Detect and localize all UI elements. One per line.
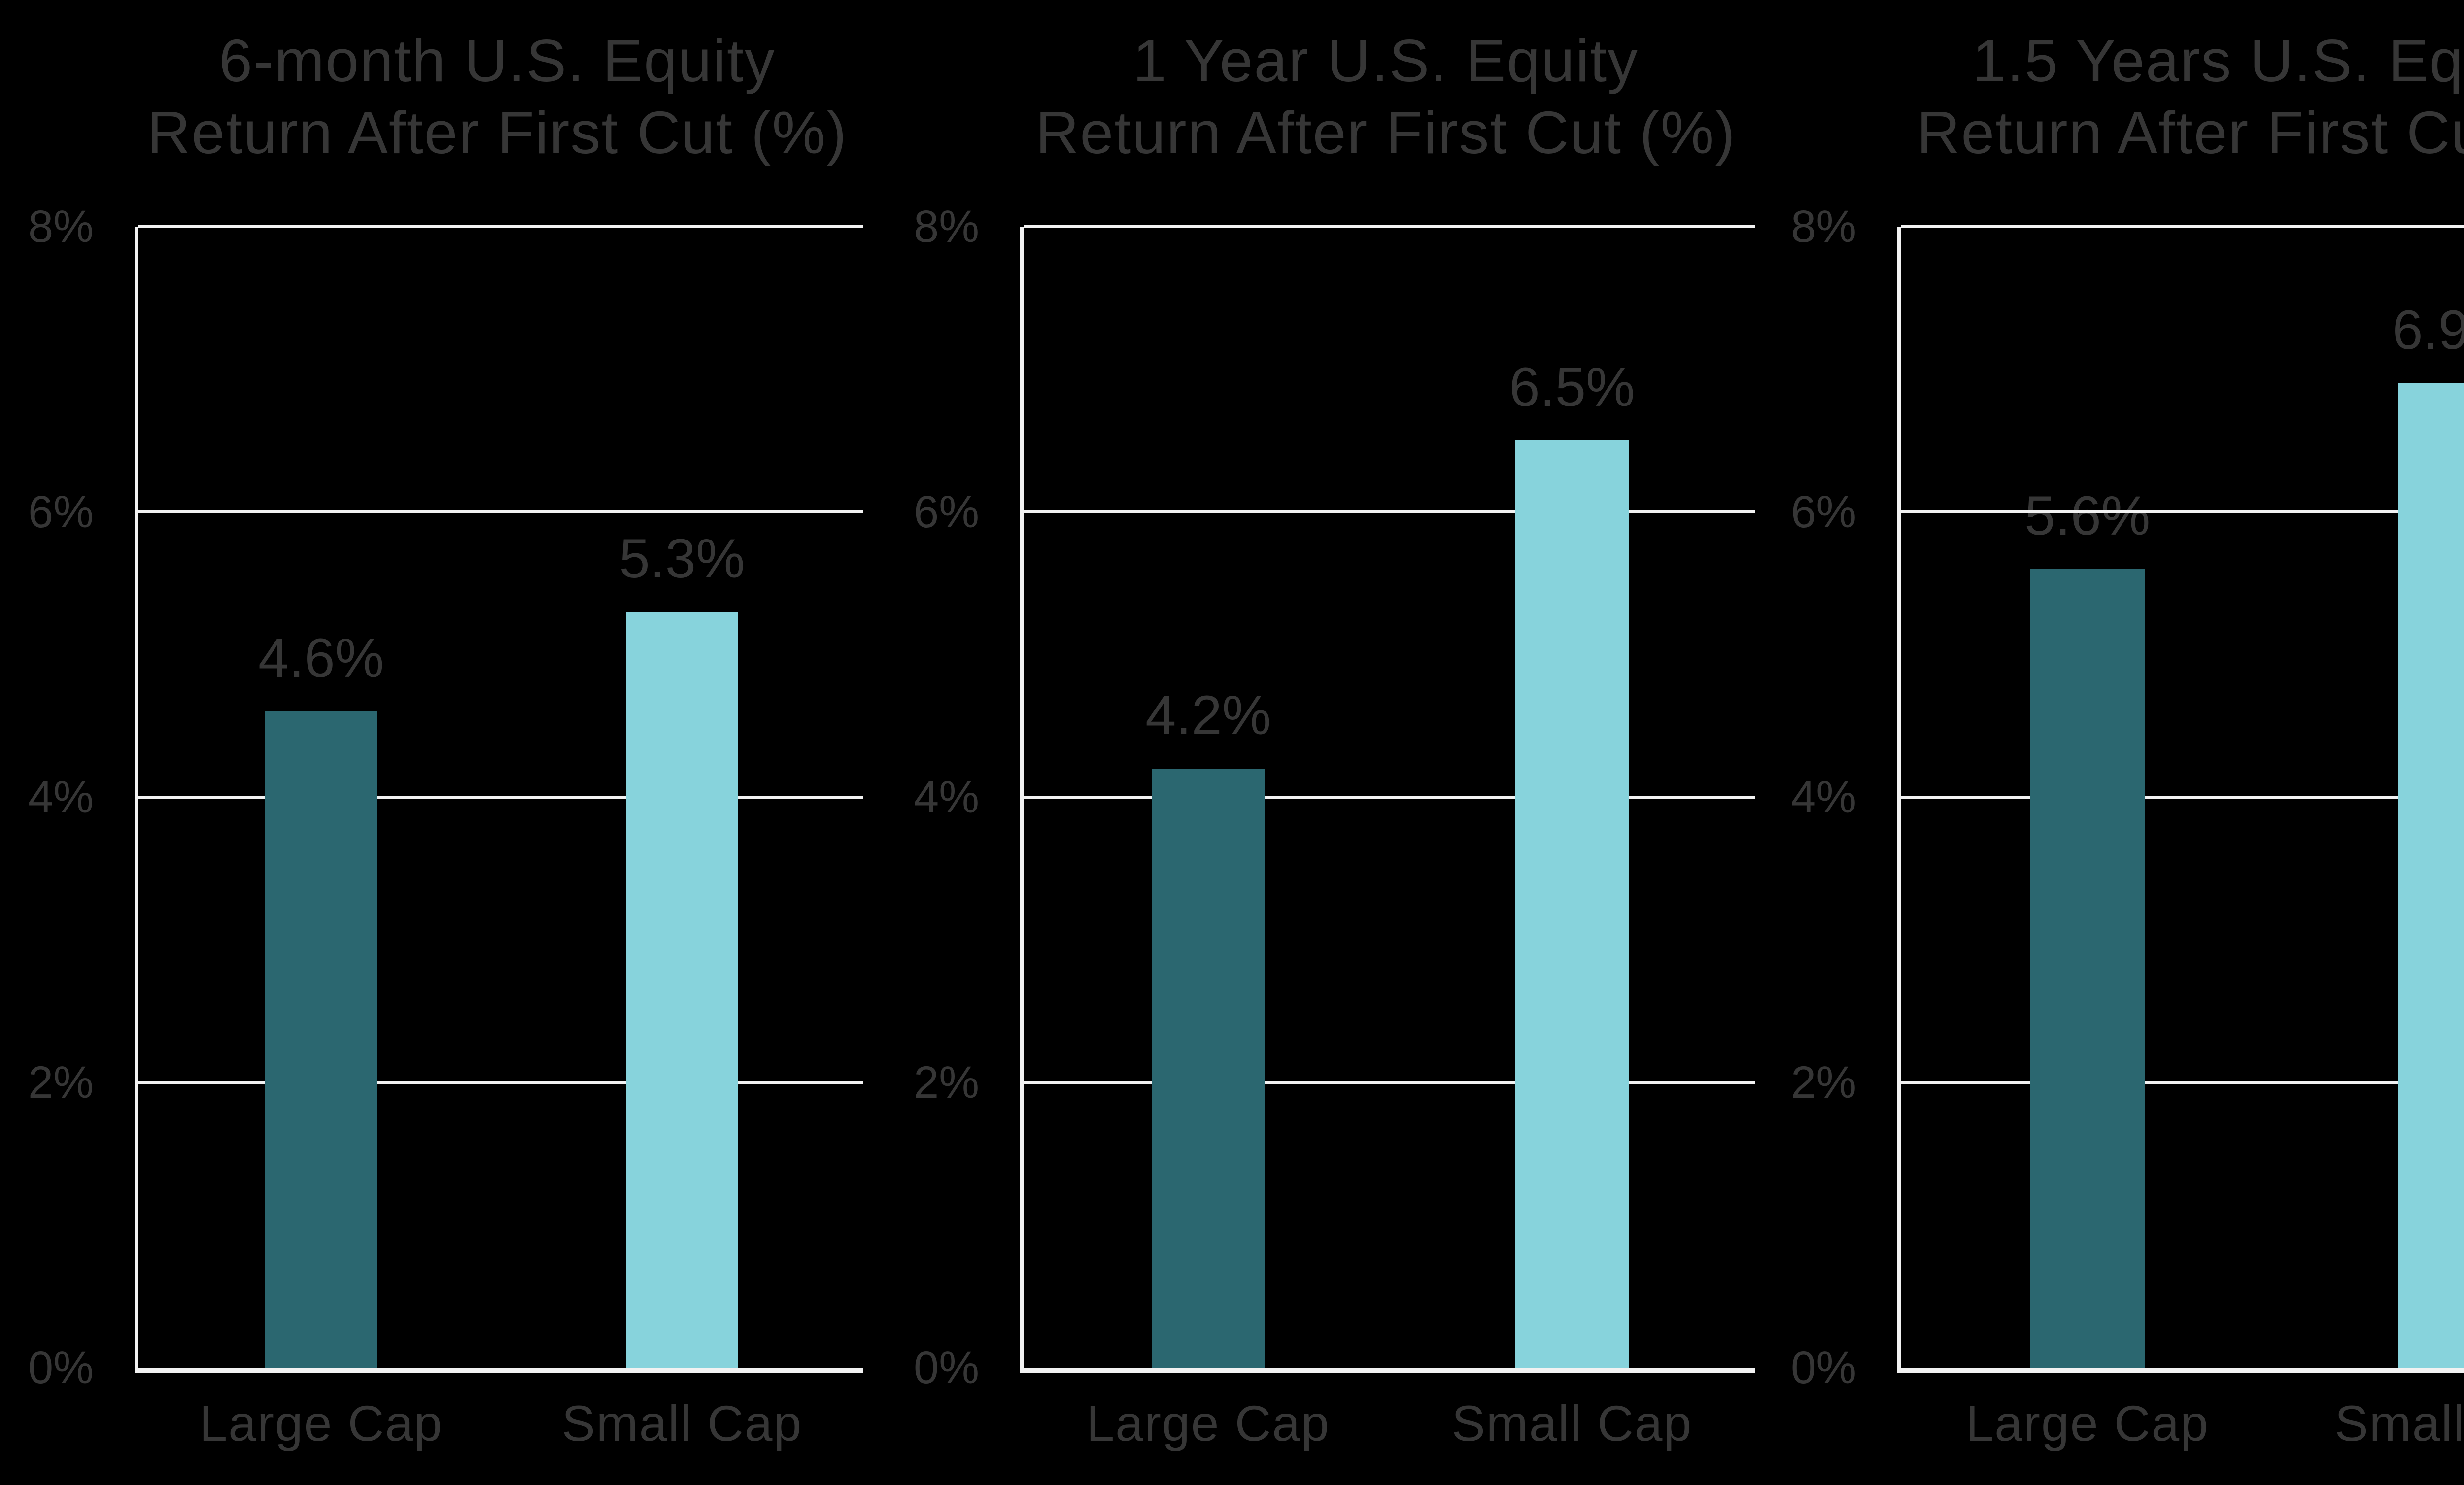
y-tick-label: 6%	[28, 487, 94, 537]
bar-small-cap	[625, 611, 739, 1368]
plot-area: 8% 6% 4% 2% 0% 5.6% Large Cap 6.9% Small Cap	[1791, 203, 2464, 1450]
gridline	[1024, 796, 1755, 799]
gridline	[1901, 1081, 2464, 1084]
value-label-small-cap: 6.9%	[2392, 299, 2464, 361]
bar-large-cap	[1151, 769, 1265, 1368]
chart-title-line-1: 6-month U.S. Equity	[219, 27, 776, 94]
chart-title-line-1: 1.5 Years U.S. Equity	[1972, 27, 2464, 94]
y-tick-label: 2%	[914, 1057, 979, 1108]
plot-area: 8% 6% 4% 2% 0% 4.2% Large Cap 6.5% Small Cap	[914, 203, 1755, 1450]
x-category-label-small-cap: Small Cap	[1451, 1395, 1693, 1451]
x-category-label-small-cap: Small Cap	[2334, 1395, 2464, 1451]
chart-title: 1 Year U.S. Equity Return After First Cut…	[1020, 25, 1751, 169]
gridline-top	[1024, 225, 1755, 228]
y-tick-label: 8%	[1791, 202, 1856, 252]
y-tick-label: 6%	[914, 487, 979, 537]
value-label-small-cap: 6.5%	[1509, 356, 1635, 418]
gridline-top	[1901, 225, 2464, 228]
x-category-label-large-cap: Large Cap	[1965, 1395, 2209, 1451]
bar-large-cap	[2030, 569, 2145, 1368]
gridline-top	[138, 225, 863, 228]
y-tick-label: 2%	[28, 1057, 94, 1108]
y-tick-label: 4%	[28, 772, 94, 822]
bar-large-cap	[265, 711, 377, 1368]
bar-small-cap	[2397, 383, 2464, 1368]
gridline	[1024, 1081, 1755, 1084]
value-label-large-cap: 4.6%	[258, 627, 384, 689]
y-tick-label: 6%	[1791, 487, 1856, 537]
y-tick-label: 8%	[914, 202, 979, 252]
x-category-label-large-cap: Large Cap	[199, 1395, 443, 1451]
y-tick-label: 8%	[28, 202, 94, 252]
y-tick-label: 0%	[914, 1343, 979, 1393]
gridline	[138, 1081, 863, 1084]
gridline	[1901, 510, 2464, 513]
chart-title-line-2: Return After First Cut (%)	[1035, 99, 1736, 166]
plot-area: 8% 6% 4% 2% 0% 4.6% Large Cap 5.3% Small Cap	[28, 203, 863, 1450]
gridline	[1901, 796, 2464, 799]
value-label-large-cap: 4.2%	[1145, 684, 1271, 746]
value-label-large-cap: 5.6%	[2024, 484, 2151, 546]
y-tick-label: 4%	[1791, 772, 1856, 822]
x-category-label-large-cap: Large Cap	[1086, 1395, 1330, 1451]
chart-title: 6-month U.S. Equity Return After First Cu…	[135, 25, 860, 169]
y-tick-label: 2%	[1791, 1057, 1856, 1108]
x-category-label-small-cap: Small Cap	[561, 1395, 803, 1451]
y-tick-label: 0%	[28, 1343, 94, 1393]
gridline	[1024, 510, 1755, 513]
value-label-small-cap: 5.3%	[619, 527, 745, 589]
chart-title-line-2: Return After First Cut (%)	[147, 99, 848, 166]
y-tick-label: 0%	[1791, 1343, 1856, 1393]
chart-title-line-2: Return After First Cut (%)	[1916, 99, 2464, 166]
bar-small-cap	[1515, 440, 1629, 1368]
y-tick-label: 4%	[914, 772, 979, 822]
gridline	[138, 796, 863, 799]
chart-title-line-1: 1 Year U.S. Equity	[1132, 27, 1639, 94]
gridline	[138, 510, 863, 513]
